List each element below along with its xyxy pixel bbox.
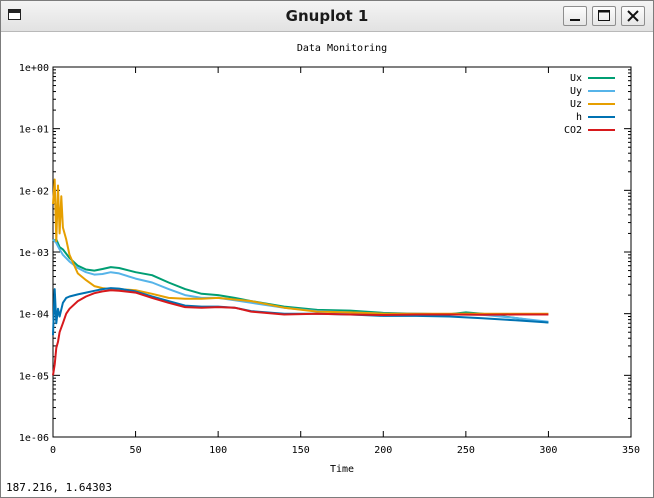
plot-canvas[interactable]: Data Monitoring 0 50 100 150 200 250 300 350 1e-… xyxy=(1,32,653,478)
y-tick-label: 1e-02 xyxy=(19,186,49,197)
window-menu-icon[interactable] xyxy=(8,9,21,20)
y-tick-label: 1e-05 xyxy=(19,371,49,382)
y-tick-label: 1e-04 xyxy=(19,310,49,321)
legend-label-uz: Uz xyxy=(570,99,582,110)
x-tick-label: 0 xyxy=(50,445,56,456)
legend-label-co2: CO2 xyxy=(564,125,582,136)
x-tick-label: 350 xyxy=(622,445,640,456)
series-lines xyxy=(52,178,549,376)
maximize-icon xyxy=(598,10,610,21)
x-tick-label: 250 xyxy=(457,445,475,456)
x-tick-label: 200 xyxy=(374,445,392,456)
maximize-button[interactable] xyxy=(592,6,616,26)
legend-label-h: h xyxy=(576,112,582,123)
chart-title: Data Monitoring xyxy=(297,43,387,54)
minimize-icon xyxy=(570,19,580,21)
series-line-h xyxy=(52,287,549,336)
close-button[interactable] xyxy=(621,6,645,26)
legend-label-uy: Uy xyxy=(570,86,582,97)
mouse-coordinates: 187.216, 1.64303 xyxy=(6,481,112,494)
legend: Ux Uy Uz h CO2 xyxy=(564,73,615,136)
x-tick-label: 100 xyxy=(209,445,227,456)
close-icon xyxy=(627,10,639,22)
y-tick-label: 1e-06 xyxy=(19,433,49,444)
y-tick-label: 1e+00 xyxy=(19,63,49,74)
y-tick-label: 1e-01 xyxy=(19,125,49,136)
series-line-uz xyxy=(52,178,549,315)
title-bar[interactable]: Gnuplot 1 xyxy=(1,1,653,32)
axis-ticks: 0 50 100 150 200 250 300 350 1e-06 1e-05 1e-04 1e-0… xyxy=(19,63,640,456)
x-tick-label: 50 xyxy=(130,445,142,456)
x-tick-label: 150 xyxy=(292,445,310,456)
x-axis-label: Time xyxy=(330,464,354,475)
series-line-co2 xyxy=(52,289,549,376)
plot-frame xyxy=(52,66,632,438)
y-tick-label: 1e-03 xyxy=(19,248,49,259)
legend-label-ux: Ux xyxy=(570,73,582,84)
minimize-button[interactable] xyxy=(563,6,587,26)
x-tick-label: 300 xyxy=(539,445,557,456)
window-title: Gnuplot 1 xyxy=(285,7,369,25)
